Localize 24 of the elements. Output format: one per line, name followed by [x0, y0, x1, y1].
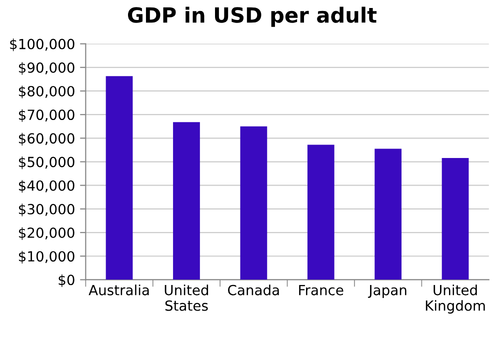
y-tick-label: $0	[58, 274, 74, 288]
y-tick-label: $70,000	[18, 109, 74, 122]
y-tick-label: $90,000	[18, 62, 74, 75]
bar	[106, 76, 133, 280]
y-tick-label: $20,000	[18, 227, 74, 240]
bar	[374, 148, 402, 280]
x-tick-label: France	[299, 285, 344, 296]
bar	[442, 158, 469, 280]
y-tick-label: $50,000	[18, 156, 74, 170]
y-tick-label: $60,000	[18, 132, 74, 146]
y-tick-label: $100,000	[10, 38, 74, 52]
bar	[173, 122, 200, 280]
bar	[240, 126, 268, 280]
y-tick-label: $80,000	[18, 86, 74, 98]
x-tick-label: United Kingdom	[426, 284, 485, 314]
x-tick-label: Japan	[368, 285, 406, 298]
x-tick-label: Australia	[88, 284, 149, 296]
x-tick-label: United States	[164, 284, 208, 311]
y-tick-label: $40,000	[18, 180, 74, 193]
chart-title: GDP in USD per adult	[128, 6, 377, 27]
y-tick-label: $10,000	[18, 250, 74, 264]
bar	[307, 144, 334, 280]
y-tick-label: $30,000	[18, 204, 74, 216]
x-tick-label: Canada	[228, 284, 279, 296]
